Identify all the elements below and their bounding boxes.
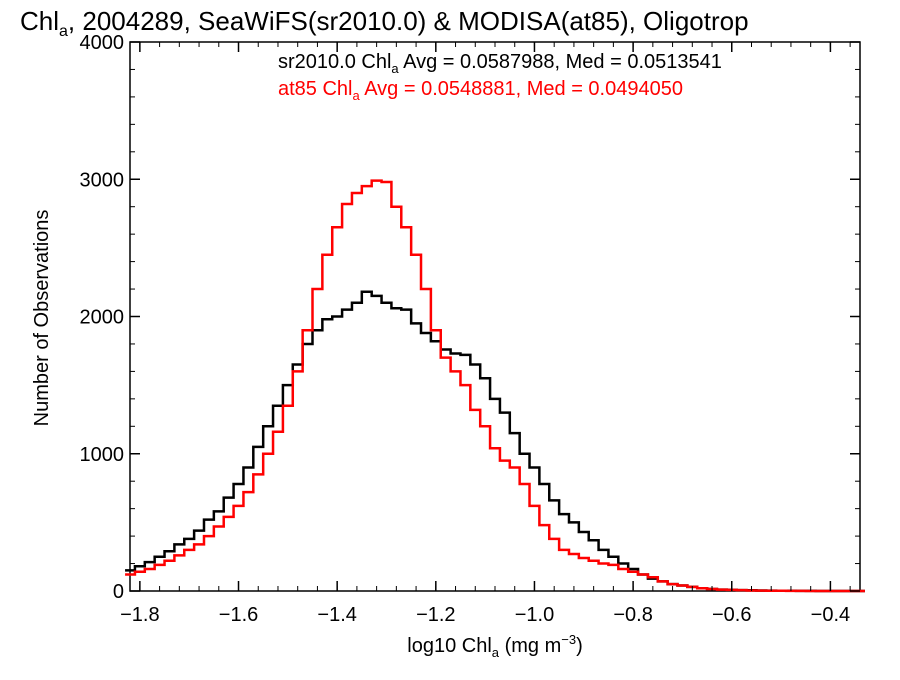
chart-title: Chla, 2004289, SeaWiFS(sr2010.0) & MODIS… [20,6,749,40]
x-tick-label-8: −0.4 [811,604,850,626]
legend-series-1-prefix: sr2010.0 Chl [278,51,391,73]
x-tick-label-1: −1.8 [120,604,159,626]
x-tick-label-7: −0.6 [712,604,751,626]
x-axis-label-sup: −3 [561,632,576,647]
series-1-line [125,290,865,593]
y-tick-label-1: 0 [113,581,124,603]
legend-series-2-prefix: at85 Chl [278,78,353,100]
y-tick-label-5: 4000 [80,32,125,54]
x-axis-label: log10 Chla (mg m−3) [407,632,582,660]
y-tick-label-3: 2000 [80,307,125,329]
x-axis-label-sub: a [492,645,500,660]
series-group [125,179,865,593]
series-2-line [125,179,865,593]
x-tick-label-3: −1.4 [317,604,356,626]
legend-series-2-sub: a [353,88,361,103]
y-tick-label-2: 1000 [80,444,125,466]
chart-title-sub: a [59,23,68,40]
legend-series-1-sub: a [391,61,399,76]
x-tick-label-6: −0.8 [613,604,652,626]
axes-group: −1.8 −1.6 −1.4 −1.2 −1.0 −0.8 −0.6 −0.4 0 1000 200… [80,32,860,626]
y-tick-label-4: 3000 [80,169,125,191]
x-tick-label-4: −1.2 [416,604,455,626]
x-tick-label-2: −1.6 [219,604,258,626]
legend-series-2: at85 Chla Avg = 0.0548881, Med = 0.04940… [278,78,683,103]
x-axis-label-prefix: log10 Chl [407,635,492,657]
x-tick-label-5: −1.0 [515,604,554,626]
legend-series-1-suffix: Avg = 0.0587988, Med = 0.0513541 [399,51,722,73]
chart-title-prefix: Chl [20,6,59,36]
x-axis-label-suffix: ) [576,635,583,657]
legend-series-2-suffix: Avg = 0.0548881, Med = 0.0494050 [360,78,683,100]
plot-frame [129,41,861,592]
x-axis-label-mid: (mg m [499,635,561,657]
y-axis-label: Number of Observations [31,210,53,427]
legend-series-1: sr2010.0 Chla Avg = 0.0587988, Med = 0.0… [278,51,722,76]
chart-title-rest: , 2004289, SeaWiFS(sr2010.0) & MODISA(at… [68,6,749,36]
plot-frame-rect [129,41,861,592]
